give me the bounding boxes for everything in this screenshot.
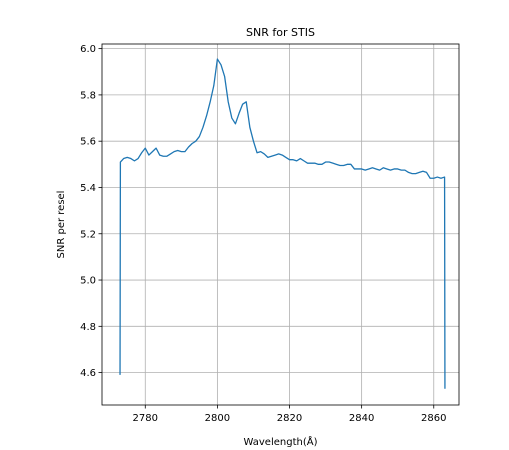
y-tick-label: 5.6: [80, 137, 96, 148]
x-tick-label: 2840: [349, 413, 374, 424]
y-tick-label: 5.8: [80, 90, 96, 101]
snr-series-line: [119, 58, 446, 389]
x-axis-ticks: 2780 2800 2820 2840 2860: [133, 405, 446, 424]
y-axis-label: SNR per resel: [56, 191, 67, 259]
x-axis-label: Wavelength(Å): [244, 435, 318, 448]
y-tick-label: 4.8: [80, 322, 96, 333]
x-tick-label: 2820: [277, 413, 302, 424]
y-tick-label: 5.4: [80, 183, 96, 194]
x-tick-label: 2800: [205, 413, 230, 424]
chart-title: SNR for STIS: [246, 26, 315, 39]
y-tick-label: 4.6: [80, 368, 96, 379]
plot-frame: [101, 43, 460, 406]
y-axis-ticks: 4.6 4.8 5.0 5.2 5.4 5.6 5.8 6.0: [80, 44, 102, 379]
x-tick-label: 2860: [421, 413, 446, 424]
y-tick-label: 5.2: [80, 229, 96, 240]
y-tick-label: 6.0: [80, 44, 96, 55]
x-tick-label: 2780: [133, 413, 158, 424]
grid-lines: [102, 44, 459, 405]
series-layer: [119, 58, 446, 389]
y-tick-label: 5.0: [80, 276, 96, 287]
